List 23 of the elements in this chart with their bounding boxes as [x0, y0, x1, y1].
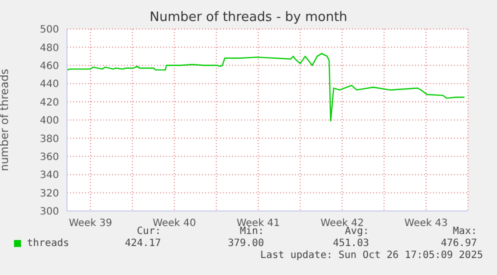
y-tick-label: 400 [40, 116, 59, 127]
text: 476.97 [440, 238, 477, 249]
y-tick-label: 360 [40, 152, 59, 163]
y-tick-label: 320 [40, 188, 59, 200]
y-tick-label: 380 [40, 134, 59, 145]
y-tick-label: 480 [40, 42, 59, 54]
text: 451.03 [332, 238, 369, 249]
legend-label: threads [27, 238, 70, 249]
text: 424.17 [124, 238, 161, 249]
y-tick-label: 440 [40, 79, 59, 90]
line-series [67, 52, 466, 122]
y-tick-label: 420 [40, 97, 59, 108]
y-tick-label: 500 [40, 24, 59, 36]
chart-title: Number of threads - by month [148, 10, 348, 25]
text: Last update: Sun Oct 26 17:05:09 2025 [260, 250, 483, 261]
x-tick-label: Week 39 [68, 218, 112, 230]
x-tick-label: Week 43 [404, 218, 448, 230]
text: 379.00 [226, 238, 264, 249]
text: Max: [452, 226, 477, 237]
y-tick-label: 460 [40, 60, 59, 72]
y-tick-label: 300 [40, 206, 59, 218]
y-axis-title: number of threads [0, 68, 11, 172]
y-tick-label: 340 [40, 170, 59, 182]
